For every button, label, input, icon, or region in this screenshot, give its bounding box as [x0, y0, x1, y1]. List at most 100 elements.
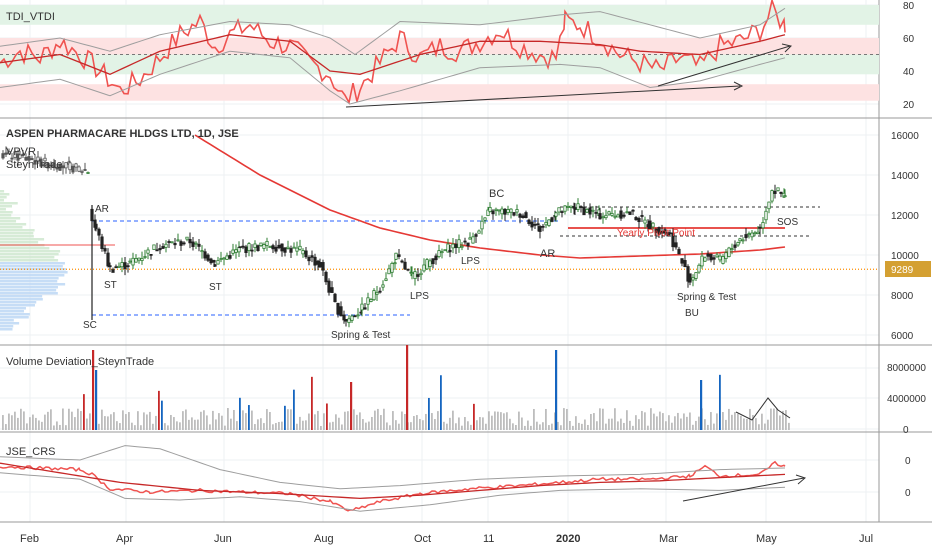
volume-bar	[773, 408, 775, 430]
volume-bar	[443, 421, 445, 430]
volume-bar	[401, 411, 403, 430]
candle-body	[700, 255, 704, 267]
candle-body	[100, 236, 104, 249]
candle-body	[671, 232, 675, 248]
annotation-bc: BC	[489, 188, 504, 200]
candle-body	[582, 206, 586, 216]
volume-bar	[209, 424, 211, 430]
candle-body	[434, 255, 438, 261]
candle-body	[477, 230, 481, 234]
candle-body	[167, 241, 171, 243]
candle-body	[422, 264, 426, 272]
volume-bar	[434, 419, 436, 430]
volume-bar	[626, 410, 628, 430]
annotation-sc: SC	[83, 320, 97, 331]
volume-bar	[674, 416, 676, 430]
volume-bar	[416, 415, 418, 430]
candle-body	[283, 247, 287, 253]
candle-body	[471, 236, 475, 244]
annotation-ar: AR	[540, 248, 555, 260]
volume-bar	[593, 413, 595, 430]
candle-body	[39, 158, 43, 167]
crs-tick: 0	[905, 456, 911, 467]
vpvr-bar	[0, 229, 35, 232]
volume-bar	[227, 408, 229, 430]
arrowhead	[733, 81, 744, 91]
vpvr-bar	[0, 313, 30, 316]
x-label: Mar	[659, 533, 678, 545]
volume-tick: 8000000	[887, 363, 926, 374]
volume-bar	[698, 416, 700, 430]
volume-bar	[5, 424, 7, 430]
candle-body	[530, 221, 534, 228]
vpvr-bar	[0, 196, 7, 199]
candle-body	[353, 315, 357, 318]
volume-bar	[203, 410, 205, 430]
volume-bar	[293, 389, 295, 430]
candle-body	[521, 215, 525, 219]
volume-bar	[104, 416, 106, 430]
candle-body	[350, 315, 354, 321]
volume-bar	[17, 417, 19, 430]
candle-body	[52, 163, 56, 168]
candle-body	[259, 242, 263, 246]
volume-bar	[179, 422, 181, 430]
volume-bar	[476, 420, 478, 430]
annotation-lps: LPS	[461, 256, 480, 267]
candle-body	[637, 218, 641, 223]
candle-body	[680, 258, 684, 264]
candle-body	[97, 228, 101, 236]
volume-bar	[641, 410, 643, 430]
volume-bar	[182, 411, 184, 430]
volume-bar	[2, 415, 4, 430]
candle-body	[262, 244, 266, 249]
candle-body	[372, 290, 376, 301]
volume-bar	[242, 410, 244, 430]
volume-bar	[422, 420, 424, 430]
tdi-trend-arrow	[345, 85, 741, 108]
vpvr-bar	[0, 211, 13, 214]
volume-bar	[14, 411, 16, 430]
candle-body	[724, 252, 728, 259]
candle-body	[733, 244, 737, 248]
volume-bar	[317, 410, 319, 430]
candle-body	[536, 223, 540, 226]
volume-bar	[599, 408, 601, 430]
vpvr-label: VPVR	[6, 146, 36, 158]
candle-body	[274, 246, 278, 252]
volume-bar	[677, 412, 679, 430]
volume-bar	[530, 425, 532, 430]
volume-bar	[770, 408, 772, 430]
volume-bar	[425, 413, 427, 430]
volume-bar	[782, 410, 784, 430]
candle-body	[474, 234, 478, 237]
candle-body	[744, 234, 748, 239]
volume-bar	[503, 413, 505, 430]
vpvr-bar	[0, 280, 58, 283]
x-label: Aug	[314, 533, 334, 545]
volume-bar	[356, 414, 358, 430]
volume-bar	[41, 421, 43, 430]
volume-bar	[383, 408, 385, 430]
vpvr-bar	[0, 250, 61, 253]
candle-body	[318, 261, 322, 268]
candle-body	[209, 258, 213, 264]
volume-bar	[347, 411, 349, 430]
candle-body	[654, 228, 658, 233]
candle-body	[55, 167, 59, 170]
candle-body	[238, 246, 242, 249]
candle-body	[137, 257, 141, 261]
volume-bar	[287, 409, 289, 430]
volume-bar	[251, 410, 253, 430]
candle-body	[604, 214, 608, 219]
volume-bar	[467, 421, 469, 430]
annotation-bu: BU	[685, 308, 699, 319]
volume-bar	[116, 421, 118, 430]
volume-bar	[170, 414, 172, 430]
volume-bar	[323, 413, 325, 430]
volume-bar	[386, 422, 388, 430]
volume-bar	[431, 413, 433, 430]
candle-body	[108, 265, 112, 268]
tdi-tick: 40	[903, 67, 915, 78]
volume-bar	[785, 410, 787, 430]
